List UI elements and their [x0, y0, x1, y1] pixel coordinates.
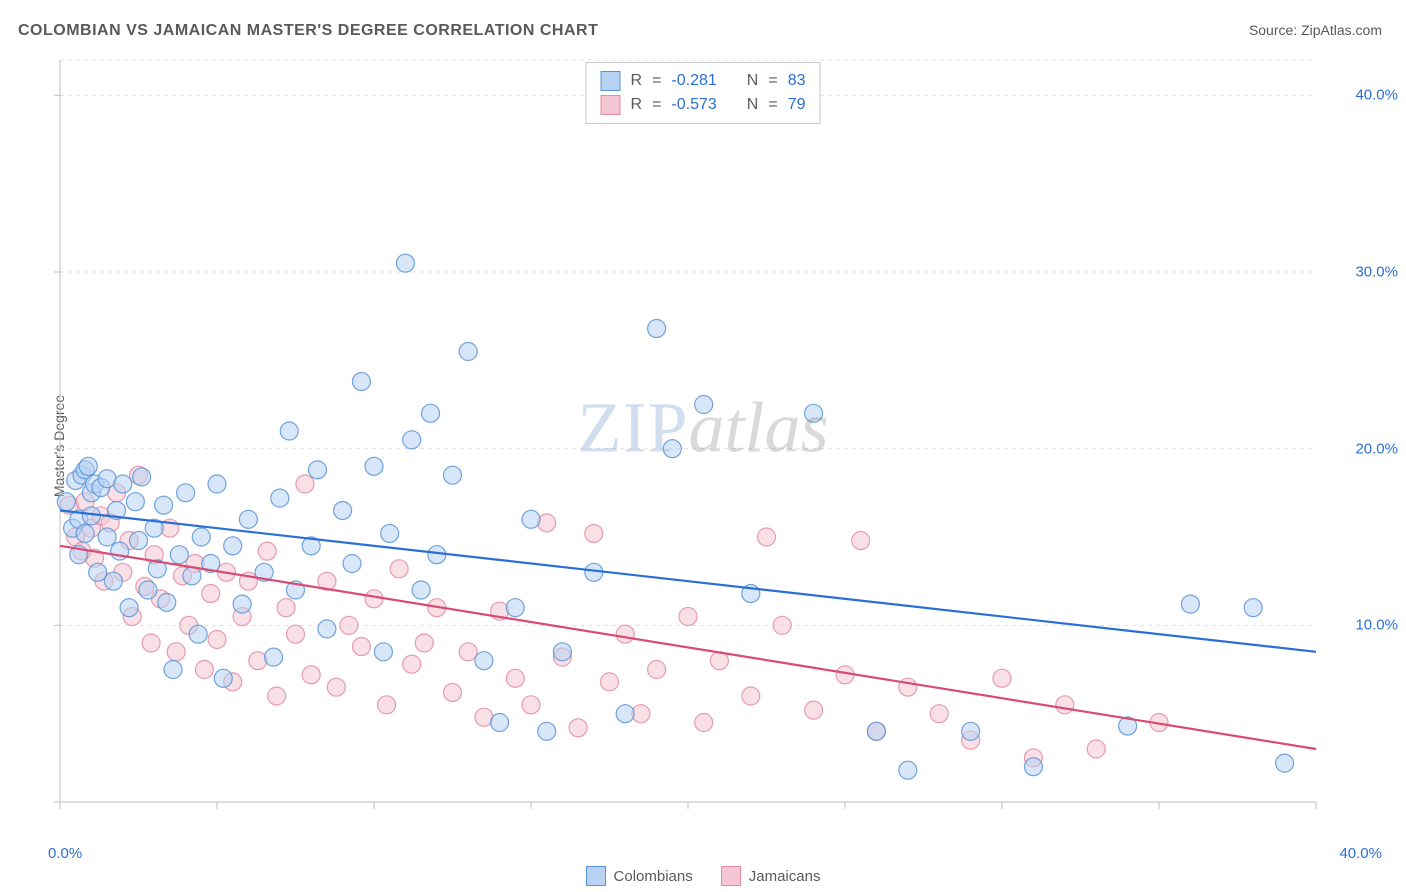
y-tick-label: 40.0% [1355, 87, 1398, 104]
source-value: ZipAtlas.com [1301, 22, 1382, 38]
correlation-row-2: R = -0.573 N = 79 [601, 93, 806, 117]
swatch-jamaicans [601, 95, 621, 115]
legend-bottom: Colombians Jamaicans [0, 866, 1406, 886]
eq-label-2: = [768, 69, 777, 93]
r-value-1: -0.281 [671, 69, 716, 93]
n-label-b: N [747, 93, 759, 117]
correlation-row-1: R = -0.281 N = 83 [601, 69, 806, 93]
n-value-1: 83 [788, 69, 806, 93]
x-tick-max: 40.0% [1339, 845, 1382, 862]
legend-swatch-colombians [586, 866, 606, 886]
r-value-2: -0.573 [671, 93, 716, 117]
correlation-legend: R = -0.281 N = 83 R = -0.573 N = 79 [586, 62, 821, 124]
n-label: N [747, 69, 759, 93]
legend-label-jamaicans: Jamaicans [749, 868, 821, 885]
eq-label-b2: = [768, 93, 777, 117]
legend-label-colombians: Colombians [614, 868, 693, 885]
source-attribution: Source: ZipAtlas.com [1249, 22, 1382, 38]
plot-area [50, 56, 1386, 832]
x-tick-min: 0.0% [48, 845, 82, 862]
eq-label: = [652, 69, 661, 93]
chart-title: COLOMBIAN VS JAMAICAN MASTER'S DEGREE CO… [18, 22, 598, 40]
y-tick-label: 10.0% [1355, 617, 1398, 634]
swatch-colombians [601, 71, 621, 91]
eq-label-b: = [652, 93, 661, 117]
legend-item-jamaicans: Jamaicans [721, 866, 821, 886]
r-label-b: R [631, 93, 643, 117]
legend-item-colombians: Colombians [586, 866, 693, 886]
n-value-2: 79 [788, 93, 806, 117]
r-label: R [631, 69, 643, 93]
scatter-svg [50, 56, 1386, 832]
y-tick-label: 20.0% [1355, 440, 1398, 457]
y-tick-label: 30.0% [1355, 264, 1398, 281]
source-label: Source: [1249, 22, 1297, 38]
legend-swatch-jamaicans [721, 866, 741, 886]
chart-container: COLOMBIAN VS JAMAICAN MASTER'S DEGREE CO… [0, 0, 1406, 892]
